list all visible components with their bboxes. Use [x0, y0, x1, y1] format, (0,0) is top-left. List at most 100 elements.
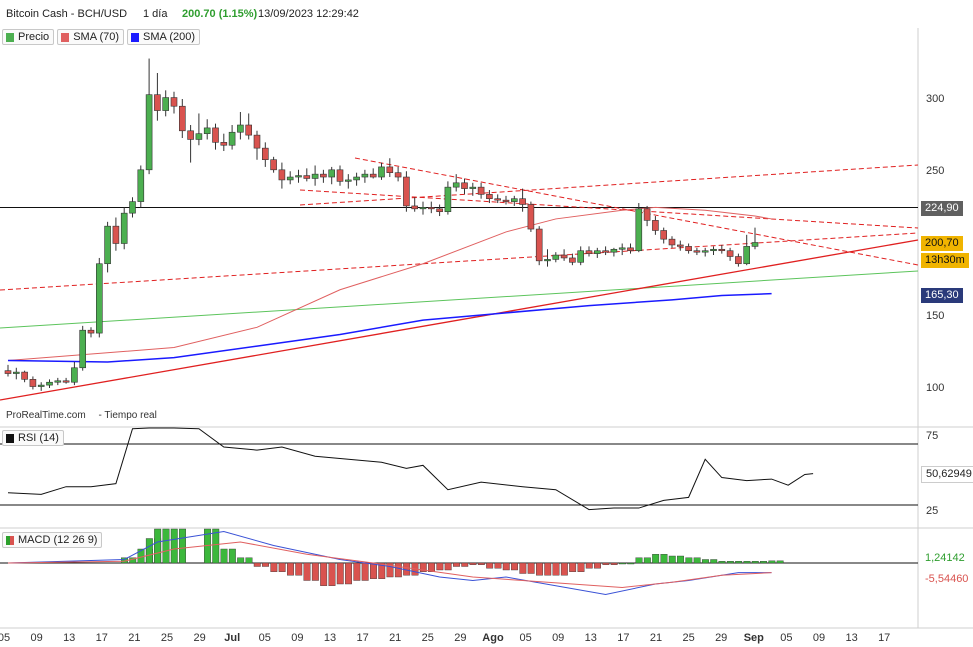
candle-body: [87, 329, 95, 334]
candle-body: [701, 250, 709, 253]
candle-body: [710, 248, 717, 252]
candle-body: [311, 173, 319, 179]
watermark-brand: ProRealTime.com: [6, 410, 86, 421]
candle-body: [270, 159, 277, 171]
legend-item-sma70[interactable]: SMA (70): [57, 29, 125, 45]
macd-histogram-bar: [278, 562, 286, 572]
candle-body: [4, 370, 12, 374]
candle-body: [170, 97, 178, 107]
macd-histogram-bar: [386, 562, 394, 578]
countdown-tag: 13h30m: [921, 253, 969, 268]
candle-body: [585, 250, 593, 254]
macd-histogram-bar: [610, 562, 618, 565]
candle-body: [253, 134, 261, 149]
candle-body: [419, 207, 427, 210]
legend-label: SMA (200): [143, 31, 196, 43]
macd-histogram-bar: [660, 554, 668, 564]
candle-body: [527, 204, 535, 230]
macd-histogram-bar: [544, 562, 552, 576]
candle-body: [71, 367, 78, 383]
legend-label: Precio: [18, 31, 50, 43]
candle-body: [577, 250, 585, 263]
x-tick-label: 21: [128, 632, 141, 644]
candle-body: [278, 169, 286, 181]
x-tick-label: Jul: [224, 632, 241, 644]
candle-body: [220, 142, 228, 146]
candle-body: [469, 186, 477, 189]
candle-body: [120, 212, 128, 244]
macd-swatch: [6, 535, 14, 545]
candle-body: [535, 228, 543, 262]
macd-histogram-bar: [394, 562, 402, 578]
candle-body: [751, 242, 759, 247]
macd-histogram-bar: [453, 562, 460, 567]
macd-histogram-bar: [776, 560, 784, 564]
macd-histogram-bar: [685, 557, 693, 564]
macd-histogram-bar: [619, 562, 626, 565]
rsi-label-text: RSI (14): [18, 432, 59, 444]
candle-body: [203, 127, 211, 134]
macd-histogram-bar: [494, 562, 502, 569]
timeframe-label[interactable]: 1 día: [143, 8, 168, 20]
macd-histogram-bar: [693, 557, 701, 564]
macd-histogram-bar: [502, 562, 510, 571]
macd-histogram-bar: [560, 562, 568, 576]
macd-histogram-bar: [527, 562, 535, 574]
macd-histogram-bar: [328, 562, 336, 586]
x-tick-label: 05: [258, 632, 271, 644]
x-tick-label: 17: [617, 632, 630, 644]
candle-body: [660, 230, 668, 240]
candle-body: [353, 176, 360, 181]
x-tick-label: 25: [160, 632, 174, 644]
candle-body: [502, 199, 510, 202]
last-price-tag: 200,70: [921, 236, 963, 251]
macd-histogram-bar: [743, 561, 751, 564]
candle-body: [494, 198, 502, 201]
macd-histogram-bar: [303, 562, 311, 581]
macd-histogram-bar: [179, 528, 187, 564]
x-tick-label: 05: [780, 632, 793, 644]
macd-histogram-bar: [726, 561, 734, 564]
macd-label[interactable]: MACD (12 26 9): [2, 532, 103, 548]
macd-histogram-bar: [602, 562, 610, 565]
macd-histogram-bar: [511, 562, 518, 571]
x-tick-label: 05: [0, 632, 11, 644]
legend-item-sma200[interactable]: SMA (200): [127, 29, 201, 45]
candle-body: [569, 257, 576, 263]
macd-histogram-bar: [643, 557, 651, 564]
legend: Precio SMA (70) SMA (200): [2, 29, 203, 45]
candle-body: [21, 371, 28, 380]
legend-label: SMA (70): [73, 31, 120, 43]
candle-body: [743, 246, 751, 265]
candle-body: [37, 384, 45, 387]
candle-body: [668, 238, 676, 246]
macd-histogram-bar: [469, 562, 477, 565]
candle-body: [137, 169, 145, 202]
x-tick-label: 13: [584, 632, 597, 644]
x-tick-label: 21: [649, 632, 663, 644]
candle-body: [560, 254, 568, 259]
candle-body: [510, 198, 518, 202]
candle-body: [361, 173, 369, 178]
x-tick-label: 25: [682, 632, 695, 644]
x-tick-label: 13: [323, 632, 337, 644]
channel-line-dashed: [299, 189, 919, 229]
candle-body: [676, 244, 684, 247]
macd-histogram-bar: [436, 562, 444, 571]
candle-body: [477, 186, 485, 195]
candle-body: [519, 198, 526, 205]
candle-body: [461, 182, 468, 189]
rsi-label[interactable]: RSI (14): [2, 430, 64, 446]
macd-histogram-bar: [320, 562, 328, 586]
candle-body: [635, 208, 643, 252]
macd-histogram-bar: [444, 562, 452, 571]
macd-histogram-bar: [735, 561, 743, 564]
watermark: ProRealTime.com - Tiempo real: [6, 410, 157, 421]
price-change: 200.70 (1.15%): [182, 8, 258, 20]
macd-histogram-bar: [768, 560, 776, 564]
legend-item-price[interactable]: Precio: [2, 29, 55, 45]
macd-histogram-bar: [162, 528, 170, 564]
candle-body: [62, 380, 70, 383]
trend-line-red: [0, 239, 919, 401]
